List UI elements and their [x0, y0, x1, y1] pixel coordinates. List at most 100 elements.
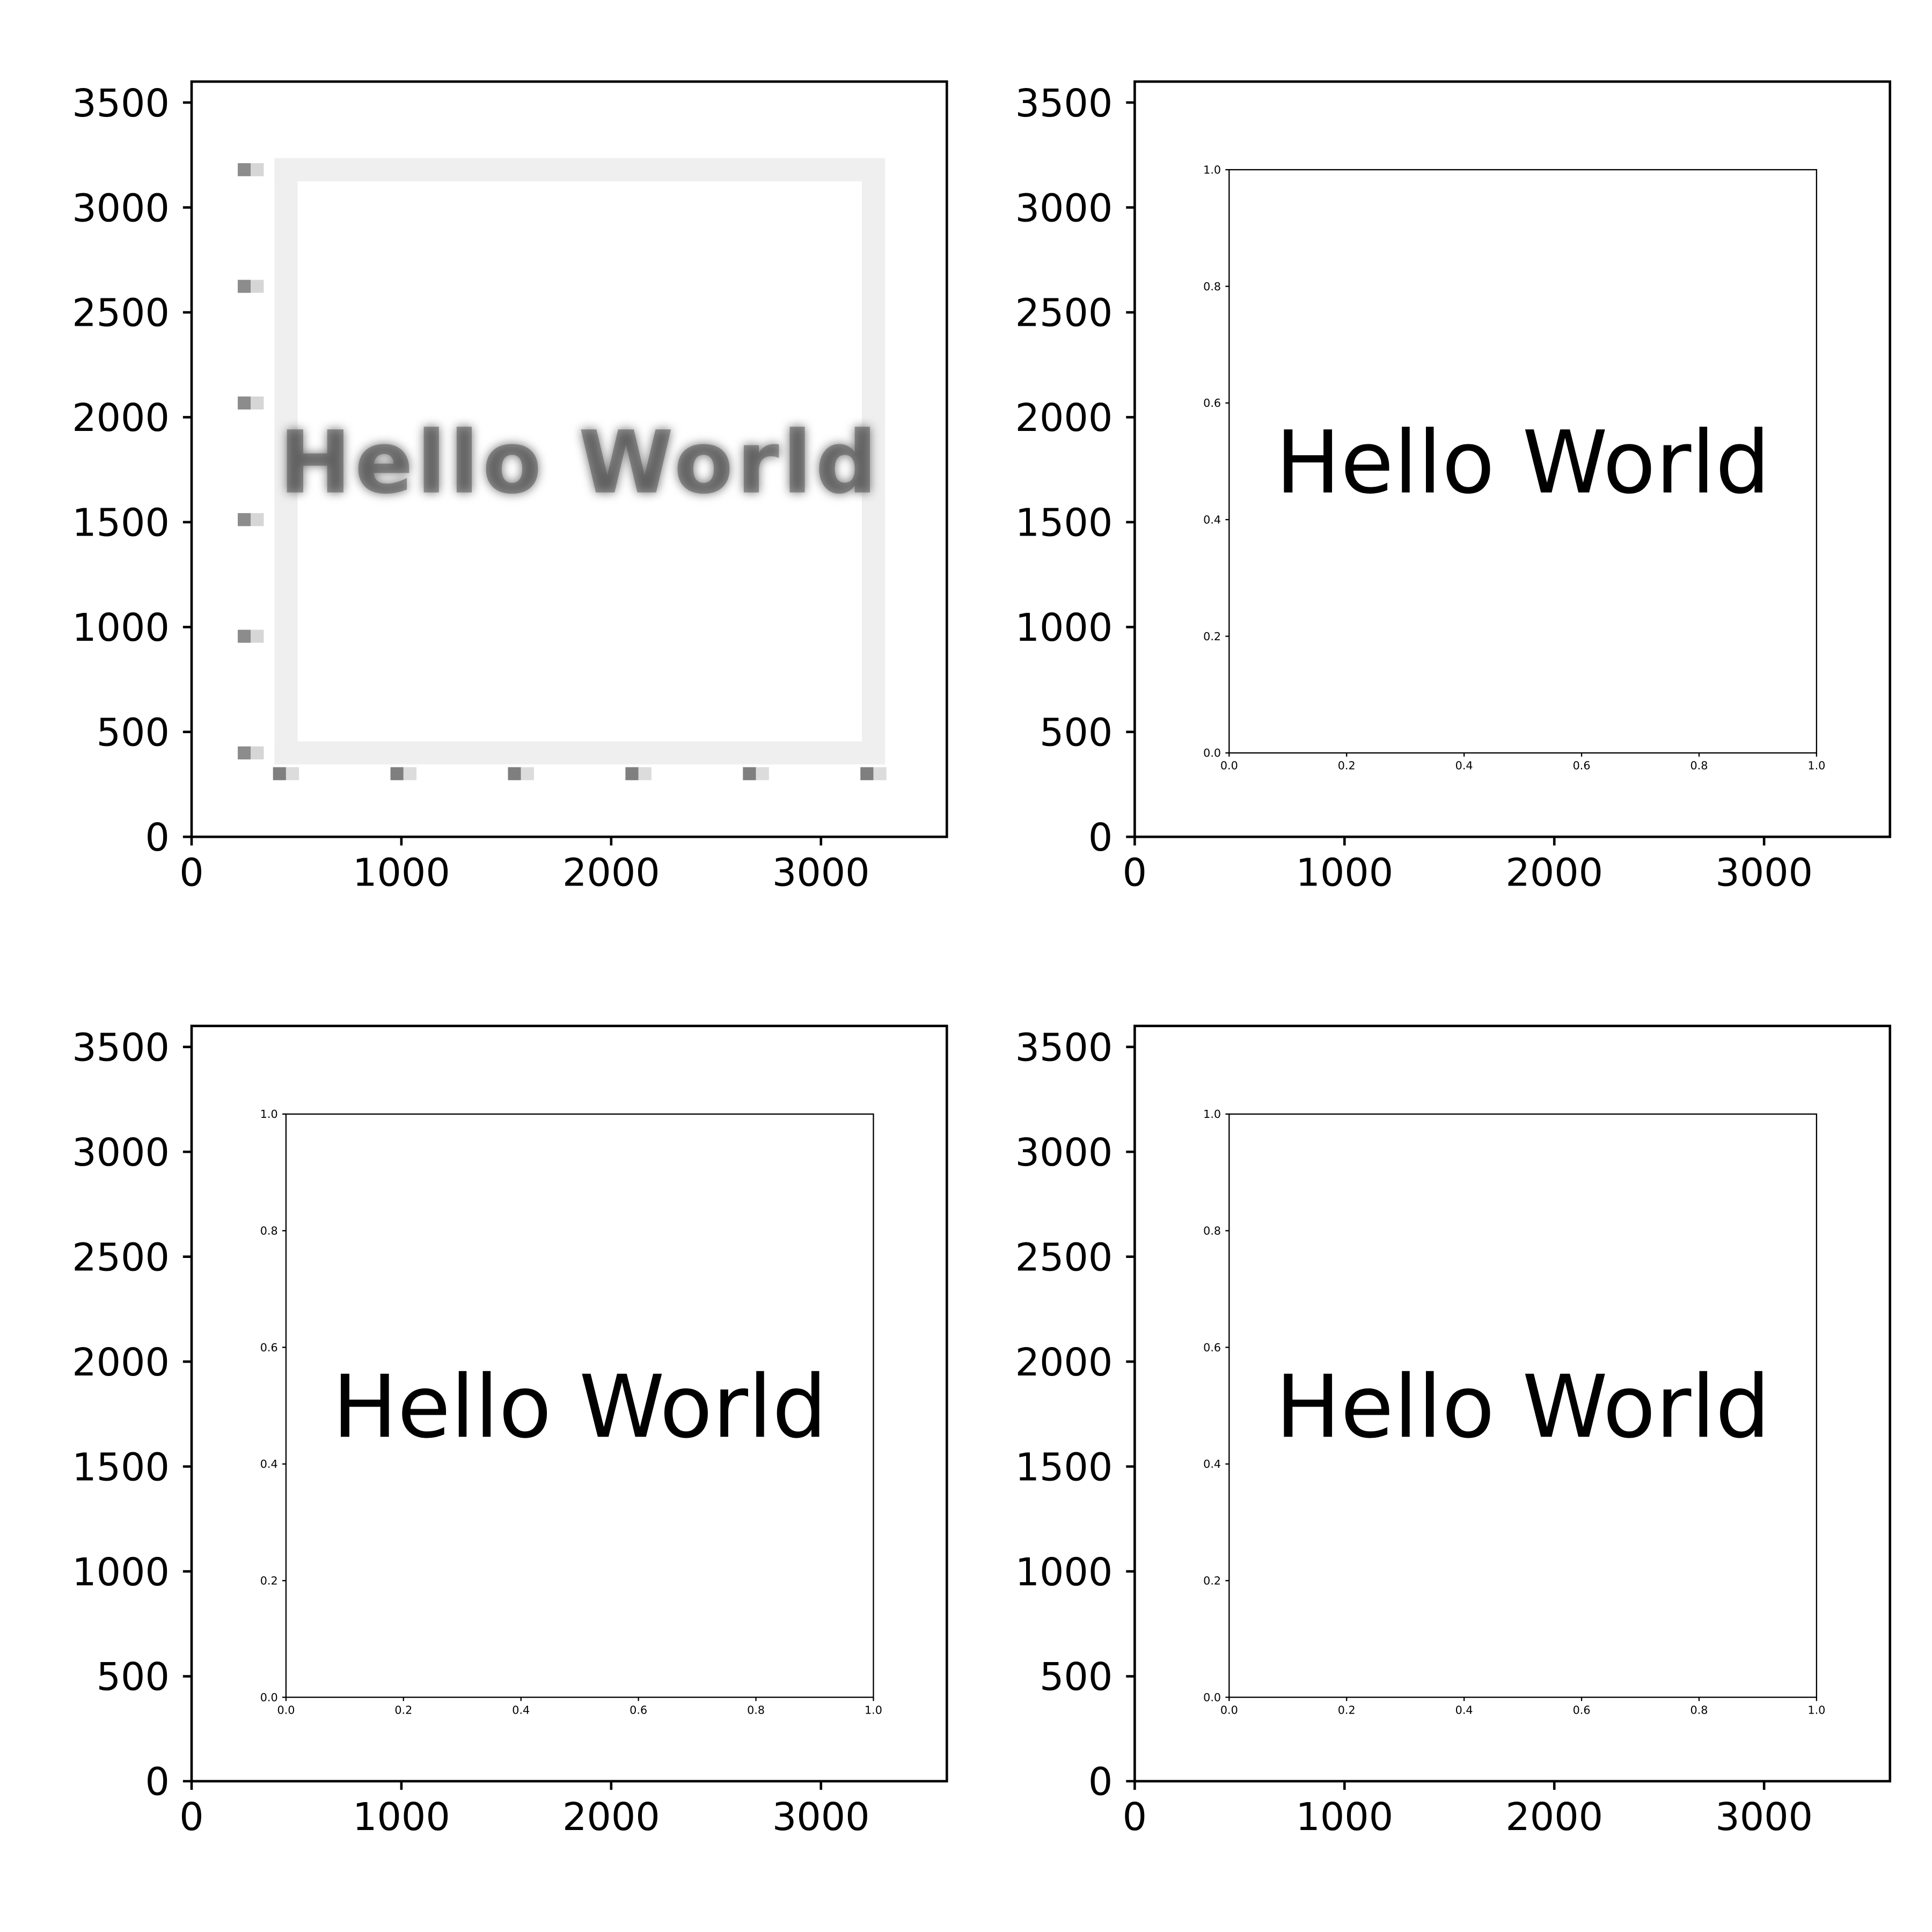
inset-axes-frame	[285, 1113, 874, 1698]
y-tick-label: 2500	[72, 291, 170, 335]
inset-x-tick-label: 0.4	[512, 1703, 530, 1716]
inset-x-tick-label: 0.2	[1338, 759, 1356, 772]
pixel-y-tick-label	[251, 630, 264, 643]
y-tick-label: 500	[97, 711, 170, 755]
x-tick-label: 0	[1123, 1795, 1147, 1839]
y-tick-label: 2500	[72, 1235, 170, 1279]
inset-y-tick-label: 0.6	[1203, 1341, 1221, 1354]
inset-frame-band	[274, 158, 885, 765]
pixel-x-tick-label	[390, 767, 404, 780]
hello-world-text-overlay: Hello World	[279, 413, 881, 514]
x-tick-label: 3000	[1715, 850, 1813, 895]
y-tick-label: 1500	[1015, 501, 1113, 545]
x-tick-label: 1000	[353, 1795, 450, 1839]
pixel-x-tick-label	[860, 767, 874, 780]
inset-x-tick-label: 1.0	[1807, 1703, 1825, 1716]
pixel-y-tick-label	[238, 396, 251, 410]
x-tick-label: 1000	[1296, 850, 1393, 895]
subplot-4: 0.0 0.2 0.4 0.6 0.8 1.0 0.0 0.2 0.4 0.6 0.8 1.0 Hell…	[1015, 1024, 1891, 1839]
hello-world-text: Hello World	[332, 1357, 827, 1458]
x-tick-label: 2000	[1505, 850, 1603, 895]
inset-x-tick-label: 1.0	[1807, 759, 1825, 772]
inset-y-tick-label: 0.0	[260, 1691, 278, 1704]
y-tick-label: 2000	[72, 1340, 170, 1385]
pixel-y-tick-label	[251, 396, 264, 410]
y-tick-label: 0	[1088, 815, 1113, 860]
y-tick-label: 500	[1040, 1655, 1113, 1699]
inset-x-tick-label: 0.6	[1573, 759, 1591, 772]
x-tick-label: 2000	[562, 850, 660, 895]
inset-x-tick-label: 0.0	[277, 1703, 295, 1716]
inset-axes-frame	[1228, 1113, 1818, 1698]
inset-x-tick-label: 0.8	[1690, 759, 1708, 772]
pixel-y-tick-label	[238, 513, 251, 526]
pixel-x-tick-label	[638, 767, 652, 780]
x-tick-label: 0	[179, 850, 203, 895]
pixel-y-tick-label	[238, 163, 251, 177]
x-tick-label: 2000	[562, 1795, 660, 1839]
pixel-y-tick-label	[251, 280, 264, 293]
axes-frame	[190, 1024, 948, 1783]
inset-y-tick-label: 0.6	[260, 1341, 278, 1354]
pixel-x-tick-label	[625, 767, 639, 780]
y-tick-label: 3500	[72, 81, 170, 126]
y-tick-label: 3000	[72, 1130, 170, 1175]
inset-axes-frame	[1228, 169, 1818, 754]
inset-y-tick-label: 0.4	[260, 1458, 278, 1470]
inset-y-tick-label: 0.2	[260, 1575, 278, 1587]
y-tick-label: 3000	[72, 186, 170, 230]
y-tick-label: 3500	[1015, 81, 1113, 126]
pixel-x-tick-label	[743, 767, 756, 780]
y-tick-label: 2000	[1015, 1340, 1113, 1385]
inset-y-tick-label: 1.0	[1203, 163, 1221, 176]
x-tick-label: 0	[1123, 850, 1147, 895]
pixel-y-tick-label	[238, 280, 251, 293]
pixel-x-tick-label	[521, 767, 534, 780]
y-tick-label: 2500	[1015, 1235, 1113, 1279]
frame-band-segment	[274, 158, 298, 765]
inset-x-tick-label: 0.0	[1220, 759, 1238, 772]
x-tick-label: 3000	[1715, 1795, 1813, 1839]
pixel-x-tick-label	[508, 767, 521, 780]
inset-y-tick-label: 0.0	[1203, 747, 1221, 759]
frame-band-segment	[861, 158, 885, 765]
pixel-y-tick-label	[238, 746, 251, 760]
y-tick-label: 1000	[72, 1550, 170, 1594]
inset-x-tick-label: 0.6	[1573, 1703, 1591, 1716]
inset-y-tick-label: 0.2	[1203, 1575, 1221, 1587]
x-tick-label: 0	[179, 1795, 203, 1839]
pixel-x-tick-label	[873, 767, 887, 780]
y-tick-label: 1000	[72, 605, 170, 650]
y-tick-label: 2500	[1015, 291, 1113, 335]
x-tick-label: 3000	[772, 1795, 870, 1839]
y-tick-label: 500	[97, 1655, 170, 1699]
y-tick-label: 500	[1040, 711, 1113, 755]
y-tick-label: 3500	[1015, 1026, 1113, 1070]
rendered-image: 0.0 0.2 0.4 0.6 0.8 1.0 0.0 0.2 0.4 0.6 0.8 1.0 Hell…	[260, 1108, 882, 1716]
inset-x-tick-label: 0.2	[1338, 1703, 1356, 1716]
y-tick-label: 1500	[1015, 1445, 1113, 1489]
inset-y-tick-label: 0.2	[1203, 630, 1221, 643]
inset-x-tick-label: 0.2	[394, 1703, 412, 1716]
inset-x-tick-label: 0.8	[747, 1703, 765, 1716]
inset-y-tick-label: 0.4	[1203, 1458, 1221, 1470]
pixel-y-tick-label	[251, 513, 264, 526]
rendered-image: 0.0 0.2 0.4 0.6 0.8 1.0 0.0 0.2 0.4 0.6 0.8 1.0 Hell…	[1203, 1108, 1825, 1716]
hello-world-text: Hello World	[279, 413, 881, 514]
x-tick-label: 1000	[353, 850, 450, 895]
y-tick-label: 3000	[1015, 1130, 1113, 1175]
y-tick-label: 1500	[72, 501, 170, 545]
y-tick-label: 1000	[1015, 1550, 1113, 1594]
inset-x-tick-label: 0.8	[1690, 1703, 1708, 1716]
y-tick-label: 1000	[1015, 605, 1113, 650]
x-tick-label: 1000	[1296, 1795, 1393, 1839]
hello-world-text: Hello World	[1276, 413, 1770, 514]
inset-x-tick-label: 0.0	[1220, 1703, 1238, 1716]
frame-band-segment	[274, 741, 885, 765]
y-tick-label: 3000	[1015, 186, 1113, 230]
inset-y-tick-label: 0.6	[1203, 397, 1221, 409]
y-tick-label: 1500	[72, 1445, 170, 1489]
pixel-x-tick-label	[273, 767, 286, 780]
